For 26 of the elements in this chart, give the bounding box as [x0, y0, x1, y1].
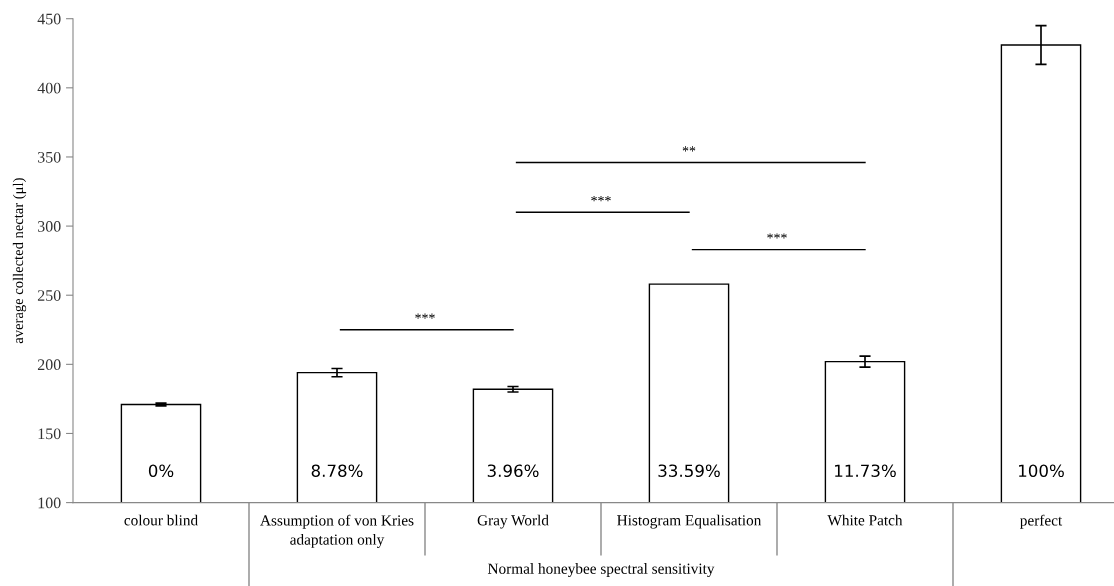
- y-tick-label: 150: [38, 428, 61, 440]
- x-tick-label: Histogram Equalisation: [617, 514, 762, 529]
- y-tick-label: 350: [38, 151, 61, 163]
- annotation: 3.96%: [487, 464, 539, 478]
- y-tick-label: 250: [37, 290, 61, 301]
- annotation: 11.73%: [835, 464, 896, 478]
- annotation: 0%: [148, 464, 174, 478]
- x-tick-label: colour blind: [124, 514, 198, 526]
- annotation: ***: [591, 196, 611, 202]
- annotation: 33.59%: [658, 464, 720, 478]
- x-tick-label: White Patch: [827, 514, 903, 526]
- y-tick-label: 200: [37, 359, 61, 371]
- y-tick-label: 300: [38, 221, 61, 232]
- y-tick-label: 100: [38, 497, 61, 509]
- annotation: 8.78%: [311, 464, 363, 478]
- annotation: 100%: [1019, 464, 1064, 478]
- x-tick-label: Assumption of von Kries adaptation only: [260, 514, 414, 548]
- x-tick-label: perfect: [1020, 514, 1063, 529]
- y-axis-title: average collected nectar (μl): [12, 178, 27, 344]
- annotation: ***: [767, 233, 787, 239]
- y-tick-label: 450: [37, 13, 61, 25]
- annotation: ***: [415, 313, 435, 319]
- annotation: **: [682, 146, 696, 152]
- text: Normal honeybee spectral sensitivity: [487, 563, 715, 577]
- x-tick-label: Gray World: [477, 514, 549, 529]
- y-tick-label: 400: [37, 82, 61, 94]
